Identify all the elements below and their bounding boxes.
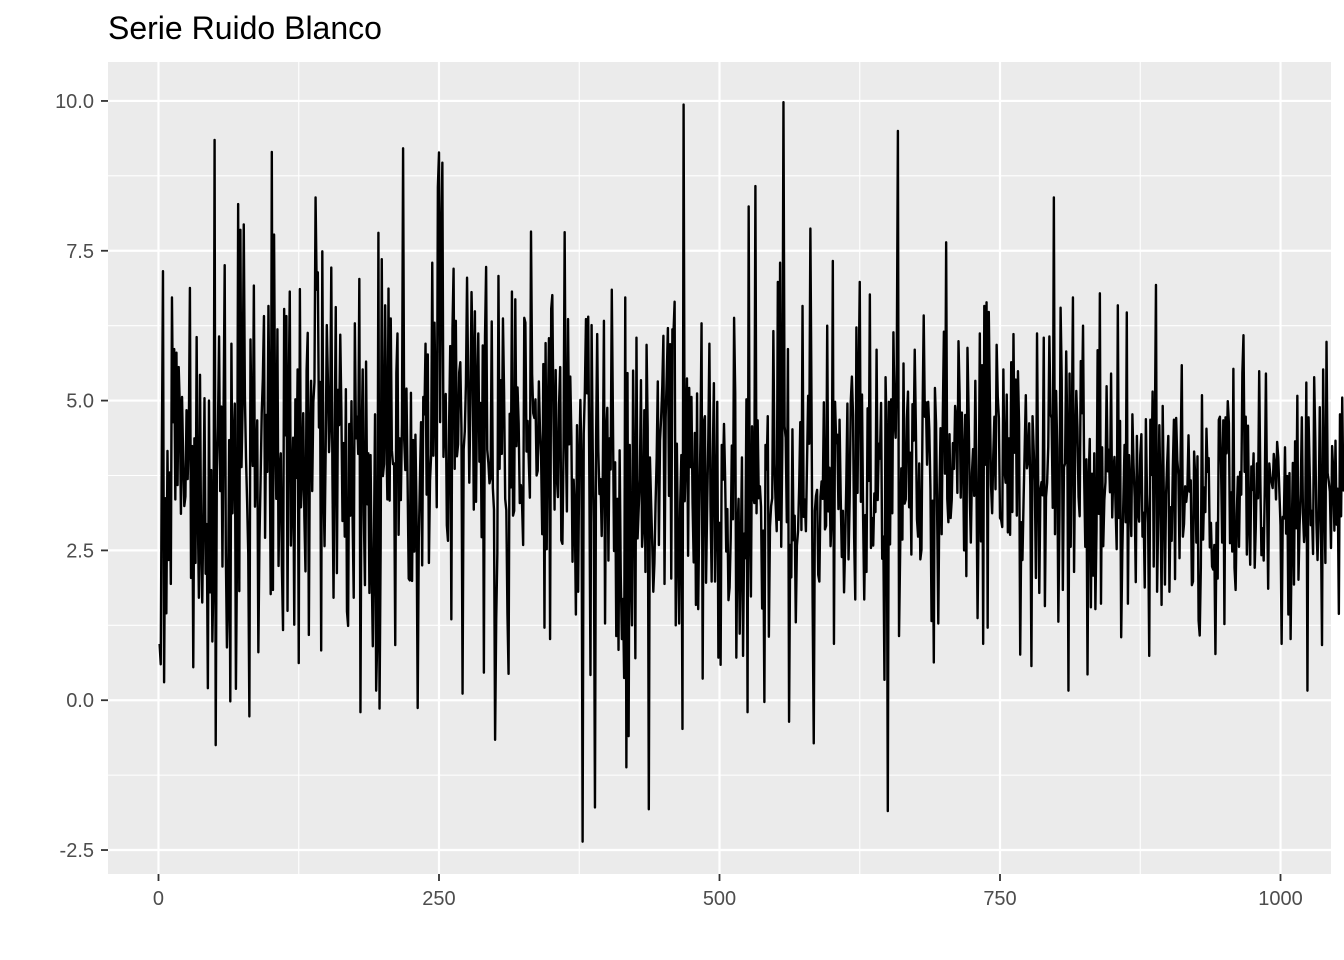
series-layer (158, 100, 1344, 843)
x-tick-label: 1000 (1258, 888, 1303, 910)
x-tick-label: 750 (983, 888, 1016, 910)
x-tick-label: 500 (703, 888, 736, 910)
x-tick-label: 250 (422, 888, 455, 910)
y-tick-label: 2.5 (66, 540, 94, 562)
y-tick-label: -2.5 (60, 840, 94, 862)
y-tick-label: 5.0 (66, 391, 94, 413)
x-tick-label: 0 (153, 888, 164, 910)
y-tick-label: 7.5 (66, 241, 94, 263)
axis-labels: 0 250 500 750 1000 -2.5 0.0 2.5 5.0 7.5 10.0 (55, 91, 1303, 910)
y-tick-label: 10.0 (55, 91, 94, 113)
y-tick-label: 0.0 (66, 690, 94, 712)
axis-ticks (101, 100, 1282, 881)
chart-title: Serie Ruido Blanco (108, 10, 382, 46)
series-line (158, 100, 1344, 843)
